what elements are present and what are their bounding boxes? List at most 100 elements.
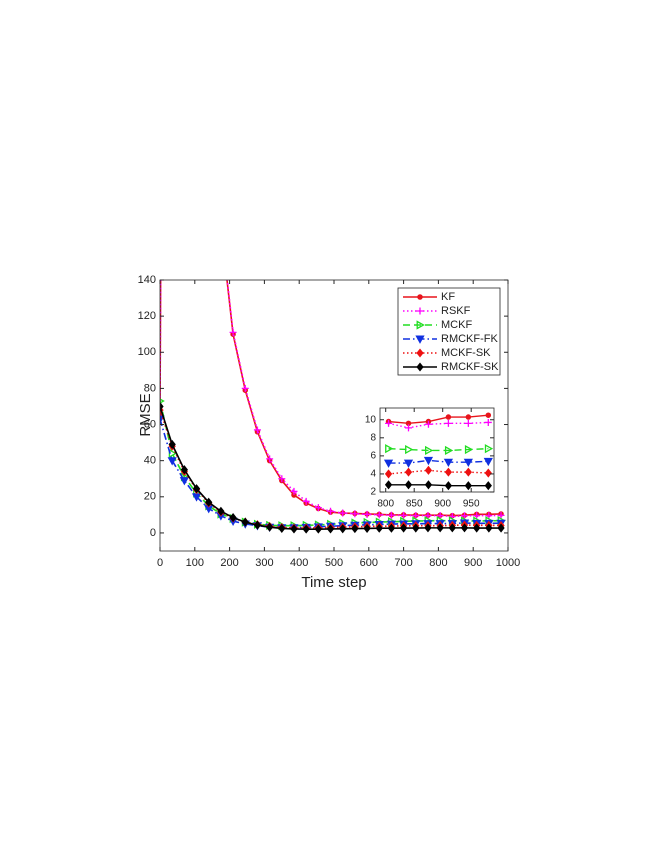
y-tick-label: 60 — [144, 418, 156, 430]
marker — [415, 335, 425, 344]
marker — [290, 524, 298, 534]
marker — [160, 401, 164, 412]
marker — [168, 439, 176, 449]
y-tick-label: 8 — [370, 432, 376, 443]
marker — [179, 477, 189, 486]
y-tick-label: 20 — [144, 491, 156, 503]
marker — [484, 418, 492, 426]
marker — [417, 294, 423, 300]
marker — [416, 307, 424, 315]
marker — [180, 465, 188, 475]
marker — [445, 414, 452, 420]
x-tick-label: 400 — [290, 557, 308, 569]
marker — [424, 465, 433, 475]
marker — [290, 487, 298, 495]
series-line — [388, 421, 489, 429]
y-tick-label: 100 — [138, 346, 156, 358]
marker — [167, 457, 177, 466]
x-tick-label: 700 — [394, 557, 412, 569]
marker — [443, 458, 454, 468]
marker — [253, 426, 261, 434]
marker — [205, 497, 213, 507]
marker — [327, 507, 335, 515]
y-tick-label: 140 — [138, 274, 156, 286]
marker — [278, 523, 286, 533]
marker — [424, 480, 433, 490]
x-tick-label: 900 — [464, 557, 482, 569]
marker — [278, 475, 286, 483]
marker — [436, 512, 444, 520]
legend: KF RSKF MCKF RMCKF-FK MCKF-SK RMCKF-SK — [397, 287, 501, 376]
marker — [399, 523, 408, 533]
marker — [219, 224, 223, 228]
marker — [302, 524, 310, 534]
legend-label: RSKF — [441, 305, 471, 317]
marker — [205, 60, 212, 67]
y-tick-label: 0 — [150, 527, 156, 539]
marker — [444, 445, 454, 456]
marker — [217, 219, 224, 226]
marker — [497, 523, 505, 533]
marker — [207, 61, 211, 65]
legend-label: MCKF — [441, 319, 472, 331]
x-tick-label: 200 — [220, 557, 238, 569]
marker — [424, 523, 432, 533]
marker — [387, 523, 396, 533]
marker — [424, 512, 432, 520]
x-tick-label: 0 — [157, 557, 163, 569]
marker — [464, 467, 472, 477]
marker — [351, 524, 359, 534]
marker — [241, 517, 249, 527]
legend-label: KF — [441, 291, 455, 303]
marker — [424, 420, 432, 428]
marker — [403, 459, 414, 468]
marker — [412, 512, 420, 520]
x-tick-label: 850 — [406, 499, 423, 510]
marker — [229, 328, 237, 336]
x-axis-label: Time step — [301, 574, 366, 591]
marker — [444, 419, 452, 427]
marker — [385, 419, 393, 427]
y-tick-label: 40 — [144, 455, 156, 467]
marker — [384, 480, 393, 490]
marker — [463, 458, 473, 468]
marker — [460, 523, 469, 533]
marker — [387, 511, 395, 519]
axes-box — [379, 407, 495, 493]
marker — [448, 523, 456, 533]
marker — [484, 444, 494, 454]
y-axis-label: RMSE — [137, 393, 154, 436]
marker — [404, 467, 413, 477]
marker — [375, 523, 383, 533]
marker — [314, 524, 322, 534]
y-tick-label: 4 — [370, 469, 376, 480]
marker — [485, 412, 492, 418]
x-tick-label: 900 — [434, 499, 451, 510]
marker — [302, 497, 310, 505]
legend-box — [397, 287, 501, 376]
marker — [485, 523, 493, 533]
y-tick-label: 2 — [370, 487, 376, 498]
marker — [461, 512, 468, 520]
marker — [497, 511, 505, 519]
x-tick-label: 800 — [377, 499, 394, 510]
marker — [375, 511, 383, 519]
marker — [484, 468, 492, 478]
y-tick-label: 80 — [144, 382, 156, 394]
y-tick-label: 6 — [370, 451, 376, 462]
x-tick-label: 100 — [186, 557, 204, 569]
marker — [326, 524, 335, 534]
marker — [423, 456, 434, 466]
legend-label: MCKF-SK — [441, 347, 491, 359]
x-tick-label: 1000 — [496, 557, 520, 569]
marker — [444, 481, 453, 491]
plot-content — [160, 60, 506, 534]
marker — [465, 414, 472, 420]
marker — [484, 481, 492, 491]
marker — [400, 511, 408, 519]
x-tick-label: 300 — [255, 557, 273, 569]
marker — [266, 455, 274, 463]
marker — [363, 523, 371, 533]
